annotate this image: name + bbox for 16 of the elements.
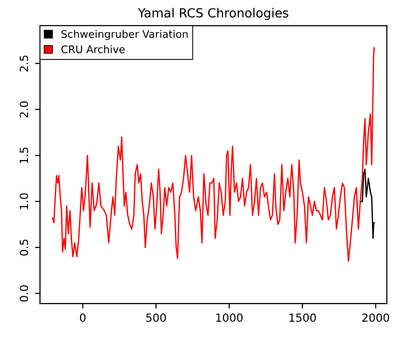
legend-label: Schweingruber Variation (62, 30, 188, 40)
y-tick-label: 1.0 (20, 193, 28, 210)
x-tick-label: 0 (80, 313, 86, 322)
y-tick-label: 2.5 (20, 56, 28, 72)
x-tick-label: 500 (146, 313, 166, 322)
x-tick-label: 1000 (216, 313, 243, 322)
legend-label: CRU Archive (61, 45, 125, 54)
line-series (360, 168, 375, 239)
x-tick-label: 2000 (362, 313, 390, 322)
x-tick-label: 1500 (290, 313, 316, 322)
y-tick-label: 2.0 (20, 101, 28, 118)
chart-title: Yamal RCS Chronologies (138, 8, 288, 20)
y-tick-label: 0.0 (20, 285, 28, 302)
y-tick-label: 1.5 (20, 148, 28, 164)
line-series (52, 47, 375, 262)
y-tick-label: 0.5 (20, 240, 28, 256)
